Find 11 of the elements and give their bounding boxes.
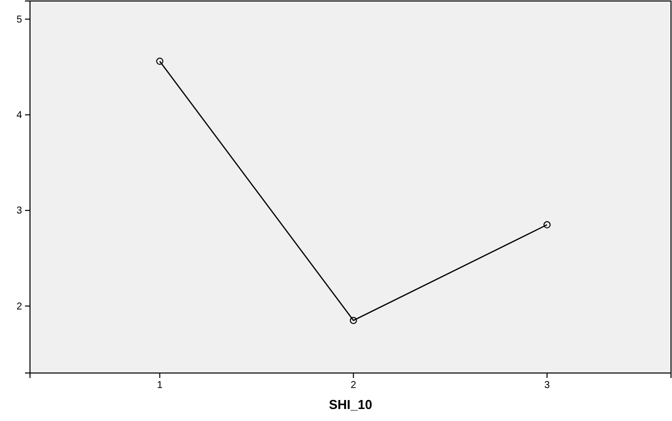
x-tick-label: 3 [544, 380, 550, 392]
y-tick-label: 4 [16, 110, 22, 121]
x-tick-label: 2 [350, 380, 357, 392]
y-tick-label: 5 [16, 14, 22, 26]
y-tick-label: 3 [16, 206, 22, 217]
point [350, 316, 357, 324]
y-tick-label: 2 [16, 301, 22, 312]
x-axis-title: SHI_10 [328, 397, 372, 412]
point [543, 221, 551, 228]
point [156, 58, 164, 65]
x-tick-label: 1 [156, 380, 163, 392]
